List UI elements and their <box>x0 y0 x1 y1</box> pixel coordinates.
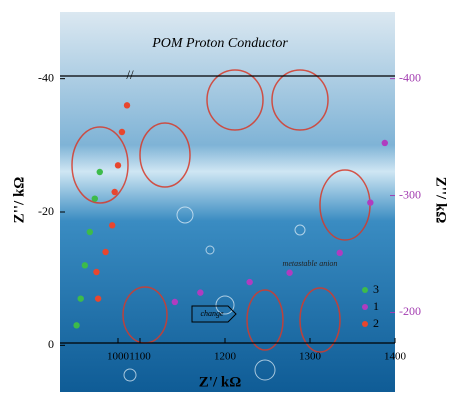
point <box>286 269 293 276</box>
point <box>381 139 388 147</box>
point <box>96 168 103 176</box>
point <box>367 199 374 206</box>
annotation: change <box>200 309 224 318</box>
point <box>123 102 131 109</box>
point <box>111 188 118 196</box>
point <box>197 289 204 296</box>
point <box>94 295 102 302</box>
arrow <box>191 305 237 323</box>
point <box>114 162 122 169</box>
x-tick-label: 1000 <box>107 351 130 363</box>
point <box>77 295 84 302</box>
legend-marker <box>362 304 368 310</box>
legend-label: 1 <box>373 299 379 313</box>
x-tick-label: 1300 <box>299 351 322 363</box>
point <box>86 228 94 236</box>
legend-marker <box>362 287 368 293</box>
point <box>102 248 109 256</box>
background <box>60 12 395 392</box>
x-tick-label: 1100 <box>129 351 151 363</box>
point <box>171 298 179 306</box>
y-tick-label: 0 <box>48 337 54 351</box>
point <box>109 222 116 229</box>
point <box>81 262 89 269</box>
point <box>73 322 80 329</box>
x-tick-label: 1400 <box>384 351 407 363</box>
point <box>91 195 99 202</box>
y2-axis-label: Z''/ kΩ <box>433 177 449 224</box>
y2-tick-label: -300 <box>399 187 421 201</box>
y-axis-label: Z''/ kΩ <box>11 177 27 224</box>
bubbles <box>123 206 306 382</box>
decoration <box>71 69 371 353</box>
legend-label: 3 <box>373 282 379 296</box>
legend-label: 2 <box>373 316 379 330</box>
x-axis-label: Z'/ kΩ <box>199 374 241 390</box>
annotation: metastable anion <box>283 259 338 268</box>
axis-break: // <box>126 67 134 82</box>
y2-tick-label: -400 <box>399 70 421 84</box>
y-tick-label: -40 <box>38 70 54 84</box>
y-tick-label: -20 <box>38 204 54 218</box>
legend-marker <box>362 321 368 327</box>
chart-title: POM Proton Conductor <box>151 36 288 51</box>
point <box>246 278 253 286</box>
y2-tick-label: -200 <box>399 304 421 318</box>
point <box>118 128 126 136</box>
point <box>93 268 100 276</box>
x-tick-label: 1200 <box>214 351 237 363</box>
point <box>336 249 343 257</box>
